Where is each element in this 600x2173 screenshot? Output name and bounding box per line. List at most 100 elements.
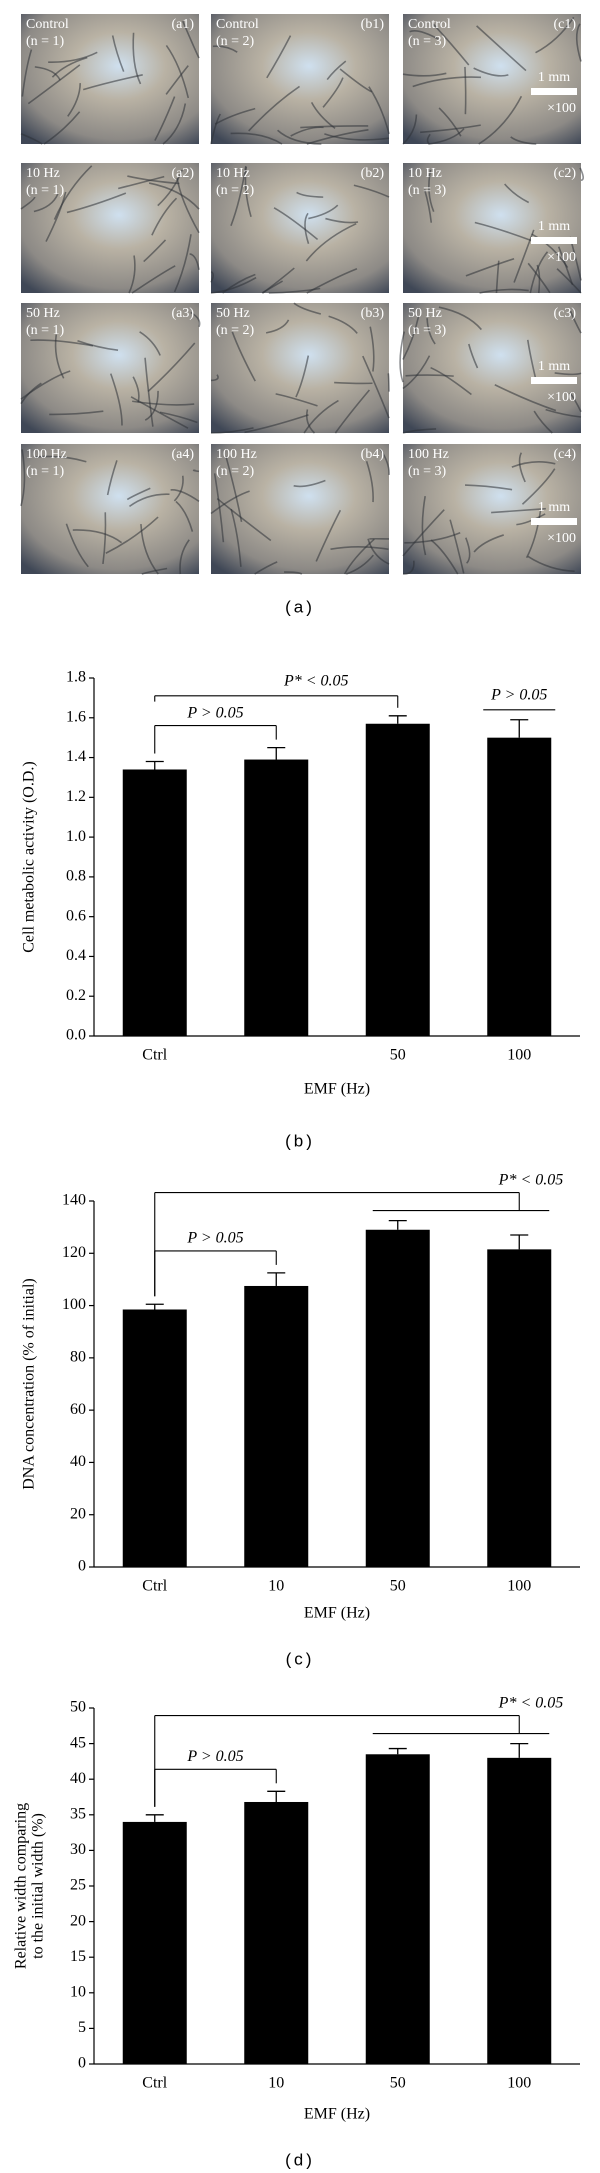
cell-shape — [569, 392, 582, 413]
cell-shape — [569, 310, 582, 334]
cell-shape — [154, 96, 176, 141]
cell-shape — [175, 500, 194, 532]
bar — [365, 1754, 430, 2064]
cell-shape — [476, 25, 527, 72]
cell-shape — [527, 555, 575, 573]
cell-shape — [473, 534, 504, 553]
cell-shape — [420, 124, 481, 134]
image-n: (n = 3) — [408, 34, 447, 49]
micrograph — [21, 163, 199, 293]
bar — [487, 1249, 552, 1567]
cell-shape — [554, 372, 582, 376]
cell-shape — [308, 204, 339, 220]
cell-shape — [66, 192, 127, 214]
cell-shape — [30, 339, 94, 347]
cell-shape — [405, 374, 454, 377]
cell-shape — [20, 382, 42, 405]
cell-shape — [479, 288, 529, 294]
cell-shape — [322, 77, 344, 108]
y-tick-label: 0.4 — [66, 947, 86, 964]
image-n: (n = 2) — [216, 464, 255, 479]
cell-shape — [474, 221, 535, 243]
scale-label: 1 mm — [538, 500, 570, 515]
cell-shape — [529, 251, 549, 294]
image-tag: (a2) — [171, 166, 194, 181]
cell-shape — [102, 512, 107, 565]
x-tick-label: 100 — [507, 1578, 531, 1595]
micrograph — [211, 14, 389, 144]
y-tick-label: 1.0 — [66, 828, 86, 845]
cell-shape — [230, 132, 283, 145]
x-tick-label: Ctrl — [142, 2075, 167, 2092]
cell-shape — [426, 318, 436, 345]
significance-label: P* < 0.05 — [283, 672, 349, 689]
cell-shape — [290, 126, 324, 137]
cell-shape — [230, 508, 242, 567]
cell-shape — [248, 85, 300, 132]
cell-shape — [334, 389, 371, 434]
x-tick-label: 50 — [390, 2075, 406, 2092]
y-tick-label: 60 — [70, 1401, 86, 1418]
cell-shape — [402, 114, 418, 145]
y-axis-label: Relative width comparing — [13, 1803, 30, 1969]
cell-shape — [27, 64, 81, 105]
panel-caption: (a) — [285, 597, 315, 616]
cell-shape — [404, 531, 461, 544]
cell-shape — [266, 35, 292, 79]
cell-shape — [511, 460, 556, 468]
cell-shape — [126, 487, 151, 501]
micrograph — [403, 444, 581, 574]
image-tag: (b4) — [361, 447, 385, 462]
cell-shape — [231, 331, 256, 382]
cell-shape — [49, 410, 104, 416]
cell-shape — [213, 473, 225, 543]
cell-shape — [230, 165, 247, 227]
image-n: (n = 1) — [26, 183, 65, 198]
cell-shape — [531, 233, 569, 268]
image-condition: Control — [216, 17, 259, 32]
cell-shape — [423, 189, 433, 223]
cell-shape — [428, 128, 465, 145]
image-n: (n = 2) — [216, 323, 255, 338]
cell-shape — [545, 408, 582, 418]
image-n: (n = 2) — [216, 34, 255, 49]
cell-shape — [151, 197, 178, 236]
y-tick-label: 1.2 — [66, 788, 86, 805]
cell-shape — [159, 411, 198, 424]
cell-shape — [409, 29, 439, 40]
panel-caption: (b) — [285, 1131, 315, 1150]
cell-shape — [141, 567, 168, 575]
cell-shape — [533, 410, 553, 434]
image-condition: 50 Hz — [408, 306, 442, 321]
x-axis-label: EMF (Hz) — [304, 1081, 370, 1098]
cell-shape — [513, 229, 535, 283]
bar — [487, 737, 552, 1036]
x-tick-label: 10 — [268, 1578, 284, 1595]
image-tag: (c1) — [553, 17, 576, 32]
cell-shape — [525, 510, 542, 559]
y-axis-label: DNA concentration (% of initial) — [21, 1278, 38, 1490]
cell-shape — [295, 355, 310, 398]
image-n: (n = 1) — [26, 34, 65, 49]
cell-shape — [48, 51, 98, 63]
cell-shape — [143, 239, 167, 263]
micrograph — [211, 444, 389, 574]
cell-shape — [53, 165, 93, 220]
x-axis-label: EMF (Hz) — [304, 2106, 370, 2123]
cell-shape — [210, 113, 222, 145]
cell-shape — [105, 516, 159, 554]
cell-shape — [43, 111, 81, 145]
bar — [122, 769, 187, 1036]
cell-shape — [284, 571, 303, 575]
bar — [244, 1285, 309, 1567]
cell-shape — [521, 468, 556, 505]
cell-shape — [265, 319, 290, 334]
image-n: (n = 1) — [26, 464, 65, 479]
cell-shape — [438, 306, 482, 331]
micrograph — [21, 14, 199, 144]
x-tick-label: Ctrl — [142, 1578, 167, 1595]
bar — [122, 1309, 187, 1567]
y-tick-label: 1.8 — [66, 669, 86, 686]
scale-label: 1 mm — [538, 70, 570, 85]
x-tick-label: 50 — [390, 1047, 406, 1064]
